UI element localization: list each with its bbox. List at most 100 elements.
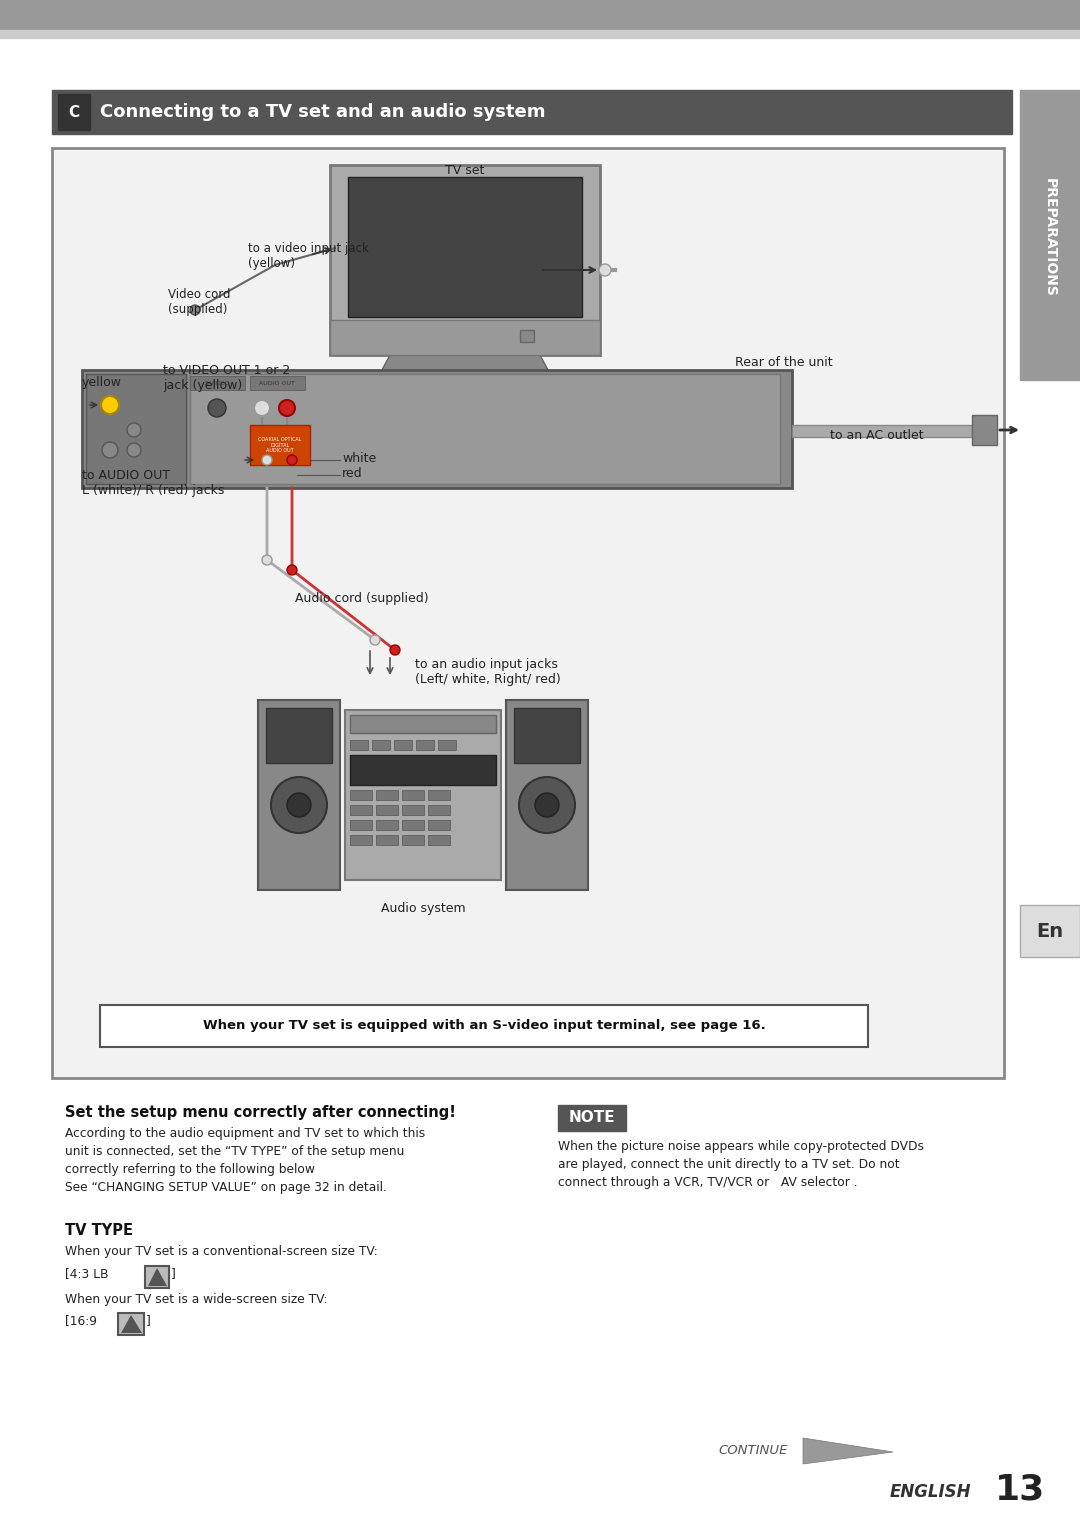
Bar xyxy=(972,414,997,445)
Circle shape xyxy=(262,554,272,565)
Circle shape xyxy=(262,455,272,465)
Bar xyxy=(0,0,1080,30)
Text: C: C xyxy=(68,105,80,119)
Text: to an audio input jacks
(Left/ white, Right/ red): to an audio input jacks (Left/ white, Ri… xyxy=(415,658,561,685)
Bar xyxy=(345,710,501,880)
Circle shape xyxy=(519,777,575,833)
Text: [16:9: [16:9 xyxy=(65,1314,97,1327)
Circle shape xyxy=(390,646,400,655)
Text: En: En xyxy=(1037,921,1064,941)
Circle shape xyxy=(287,455,297,465)
Bar xyxy=(376,835,399,845)
Text: ]: ] xyxy=(146,1314,151,1327)
Bar xyxy=(428,819,450,830)
Text: CONTINUE: CONTINUE xyxy=(718,1444,787,1456)
Text: to AUDIO OUT
L (white)/ R (red) jacks: to AUDIO OUT L (white)/ R (red) jacks xyxy=(82,469,225,496)
Bar xyxy=(558,1106,626,1132)
Bar xyxy=(100,1005,868,1046)
Text: Rear of the unit: Rear of the unit xyxy=(735,355,833,369)
Bar xyxy=(190,376,245,390)
Bar xyxy=(1020,905,1080,956)
Bar xyxy=(58,94,90,129)
Bar xyxy=(350,835,372,845)
Text: When your TV set is equipped with an S-video input terminal, see page 16.: When your TV set is equipped with an S-v… xyxy=(203,1019,766,1033)
Text: When the picture noise appears while copy-protected DVDs
are played, connect the: When the picture noise appears while cop… xyxy=(558,1141,924,1189)
Text: Connecting to a TV set and an audio system: Connecting to a TV set and an audio syst… xyxy=(100,104,545,120)
Polygon shape xyxy=(804,1438,893,1464)
Bar xyxy=(372,740,390,749)
Circle shape xyxy=(127,423,141,437)
Bar xyxy=(1020,90,1080,381)
Bar xyxy=(350,740,368,749)
Bar xyxy=(519,330,534,343)
Bar xyxy=(350,819,372,830)
Circle shape xyxy=(102,396,119,414)
Bar xyxy=(266,708,332,763)
Bar xyxy=(86,375,186,484)
Bar xyxy=(0,38,1080,90)
Text: Set the setup menu correctly after connecting!: Set the setup menu correctly after conne… xyxy=(65,1106,456,1119)
Bar xyxy=(52,90,1012,134)
Bar xyxy=(350,806,372,815)
Bar xyxy=(402,835,424,845)
Text: When your TV set is a conventional-screen size TV:: When your TV set is a conventional-scree… xyxy=(65,1244,378,1258)
Bar xyxy=(330,320,600,355)
Text: TV set: TV set xyxy=(445,163,485,177)
Text: red: red xyxy=(342,466,363,480)
Text: NOTE: NOTE xyxy=(569,1110,616,1125)
Text: to VIDEO OUT 1 or 2
jack (yellow): to VIDEO OUT 1 or 2 jack (yellow) xyxy=(163,364,291,391)
Circle shape xyxy=(127,443,141,457)
Bar xyxy=(190,375,780,484)
Circle shape xyxy=(370,635,380,646)
Bar xyxy=(792,425,972,437)
Text: AUDIO OUT: AUDIO OUT xyxy=(259,381,295,385)
Text: ENGLISH: ENGLISH xyxy=(890,1483,972,1502)
Bar xyxy=(350,714,496,733)
Bar xyxy=(348,177,582,317)
Bar xyxy=(514,708,580,763)
Circle shape xyxy=(190,305,200,315)
Text: ]: ] xyxy=(171,1267,176,1279)
Text: Audio system: Audio system xyxy=(380,902,465,914)
Polygon shape xyxy=(148,1269,167,1285)
Text: to an AC outlet: to an AC outlet xyxy=(831,428,923,442)
Bar xyxy=(0,30,1080,38)
Text: Audio cord (supplied): Audio cord (supplied) xyxy=(295,591,429,605)
Circle shape xyxy=(208,399,226,417)
Bar xyxy=(394,740,411,749)
Text: According to the audio equipment and TV set to which this
unit is connected, set: According to the audio equipment and TV … xyxy=(65,1127,426,1194)
Text: 13: 13 xyxy=(995,1473,1045,1506)
Bar xyxy=(507,701,588,889)
Bar xyxy=(350,755,496,784)
Bar xyxy=(402,806,424,815)
Bar xyxy=(330,164,600,355)
Circle shape xyxy=(271,777,327,833)
Bar xyxy=(402,790,424,800)
Bar xyxy=(82,370,792,487)
Circle shape xyxy=(287,793,311,816)
Bar xyxy=(350,790,372,800)
Bar xyxy=(258,701,340,889)
Bar xyxy=(52,148,1004,1078)
Text: to a video input jack
(yellow): to a video input jack (yellow) xyxy=(248,242,369,270)
Bar xyxy=(376,806,399,815)
Text: [4:3 LB: [4:3 LB xyxy=(65,1267,108,1279)
Text: yellow: yellow xyxy=(82,376,122,388)
Text: When your TV set is a wide-screen size TV:: When your TV set is a wide-screen size T… xyxy=(65,1293,327,1307)
Circle shape xyxy=(535,793,559,816)
Circle shape xyxy=(287,565,297,576)
Bar xyxy=(428,806,450,815)
Bar xyxy=(376,790,399,800)
Text: PREPARATIONS: PREPARATIONS xyxy=(1043,178,1057,297)
Bar xyxy=(428,835,450,845)
Text: white: white xyxy=(342,451,376,465)
Bar xyxy=(145,1266,168,1288)
Circle shape xyxy=(279,401,295,416)
Text: TV TYPE: TV TYPE xyxy=(65,1223,133,1238)
Circle shape xyxy=(254,401,270,416)
Circle shape xyxy=(599,263,611,276)
Bar xyxy=(376,819,399,830)
Polygon shape xyxy=(121,1314,141,1333)
Bar xyxy=(428,790,450,800)
Bar xyxy=(416,740,434,749)
